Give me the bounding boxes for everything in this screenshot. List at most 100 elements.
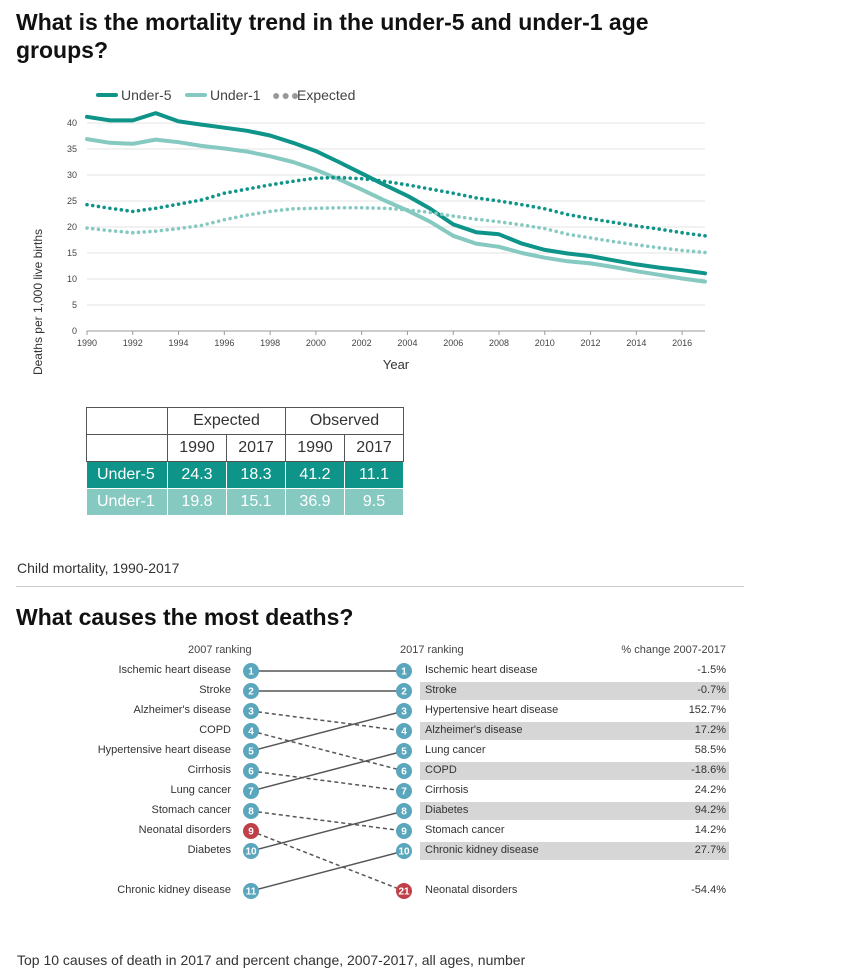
legend-under1-label: Under-1 — [210, 87, 261, 103]
expected-dot — [623, 241, 627, 245]
expected-dot — [102, 228, 106, 232]
rank-connector — [250, 770, 405, 792]
expected-dot — [537, 225, 541, 230]
cause-2017-label: Neonatal disorders — [425, 884, 518, 896]
expected-dot — [502, 200, 507, 204]
expected-dot — [531, 224, 536, 229]
rank-connector — [250, 750, 405, 792]
y-tick-label: 40 — [67, 118, 77, 128]
expected-dot — [371, 206, 375, 210]
expected-dot — [216, 219, 221, 223]
expected-dot — [176, 202, 181, 206]
expected-dot — [130, 209, 135, 214]
section-divider — [16, 586, 744, 587]
table-year: 2017 — [344, 434, 404, 462]
expected-dot — [634, 224, 639, 228]
table-cell: 19.8 — [167, 488, 227, 516]
expected-dot — [188, 200, 192, 204]
expected-dot — [125, 230, 129, 234]
pct-change-value: 152.7% — [688, 704, 726, 716]
expected-dot — [211, 194, 215, 199]
table-corner-2 — [86, 434, 168, 462]
chart-series — [85, 111, 707, 284]
expected-dot — [411, 184, 415, 188]
expected-dot — [382, 179, 387, 184]
expected-dot — [508, 201, 513, 205]
expected-dot — [336, 205, 341, 210]
rank-node — [396, 783, 412, 799]
expected-dot — [623, 222, 627, 226]
expected-dot — [583, 235, 587, 239]
expected-dot — [428, 210, 433, 215]
expected-dot — [657, 227, 662, 231]
rank-node — [396, 743, 412, 759]
rank-number: 6 — [401, 767, 407, 778]
chart-grid — [87, 122, 705, 332]
expected-dot — [108, 206, 112, 211]
expected-dot — [514, 201, 518, 206]
expected-dot — [525, 203, 530, 208]
expected-dot — [462, 193, 467, 198]
expected-dot — [634, 242, 639, 247]
cause-2007-label: Alzheimer's disease — [133, 704, 231, 716]
expected-dot — [434, 211, 438, 216]
row-band — [420, 842, 729, 860]
expected-dot — [480, 196, 484, 201]
rank-connector — [250, 810, 405, 832]
header-2007-ranking: 2007 ranking — [188, 644, 252, 656]
expected-dot — [502, 220, 507, 225]
expected-dot — [153, 229, 158, 233]
rank-node — [243, 663, 259, 679]
pct-change-value: -18.6% — [691, 764, 726, 776]
expected-dot — [531, 204, 536, 209]
expected-dot — [125, 208, 129, 213]
expected-dot — [474, 217, 478, 221]
row-band — [420, 802, 729, 820]
expected-dot — [405, 183, 410, 187]
expected-dot — [686, 231, 690, 236]
expected-dot — [193, 224, 198, 229]
expected-dot — [703, 250, 707, 255]
cause-2007-label: Ischemic heart disease — [118, 664, 232, 676]
expected-dot — [342, 176, 347, 180]
expected-dot — [319, 206, 324, 210]
causes-caption: Top 10 causes of death in 2017 and perce… — [17, 952, 526, 968]
expected-dot — [348, 205, 353, 210]
expected-dot — [382, 206, 387, 211]
rank-number: 11 — [246, 887, 257, 898]
table-row-under1: Under-1 19.8 15.1 36.9 9.5 — [86, 488, 404, 516]
expected-dot — [485, 197, 490, 202]
expected-dot — [600, 218, 604, 223]
cause-2017-label: COPD — [425, 764, 457, 776]
expected-dot — [171, 227, 175, 232]
expected-dot — [291, 179, 295, 184]
rank-number: 10 — [398, 847, 410, 858]
expected-dot — [485, 218, 490, 223]
rank-node — [396, 763, 412, 779]
x-tick-label: 2004 — [397, 338, 417, 348]
rank-node — [243, 723, 259, 739]
expected-dot — [388, 206, 393, 211]
cause-2007-label: Neonatal disorders — [138, 824, 231, 836]
row-band — [420, 762, 729, 780]
pct-change-value: 94.2% — [694, 804, 726, 816]
expected-dot — [365, 206, 370, 210]
y-tick-label: 10 — [67, 274, 77, 284]
expected-dot — [651, 226, 656, 231]
expected-dot — [308, 206, 312, 211]
expected-dot — [233, 215, 238, 220]
expected-dot — [542, 226, 547, 231]
expected-dot — [262, 184, 267, 188]
expected-dot — [365, 177, 370, 182]
y-tick-label: 25 — [67, 196, 77, 206]
expected-dot — [583, 215, 587, 220]
expected-dot — [96, 227, 101, 232]
expected-dot — [222, 191, 227, 195]
legend-under1: Under-1 — [185, 86, 261, 104]
expected-dot — [211, 220, 215, 225]
expected-dot — [457, 215, 461, 219]
x-tick-label: 1994 — [169, 338, 189, 348]
cause-2007-label: Diabetes — [187, 844, 231, 856]
expected-dot — [159, 228, 164, 233]
expected-dot — [108, 228, 112, 233]
